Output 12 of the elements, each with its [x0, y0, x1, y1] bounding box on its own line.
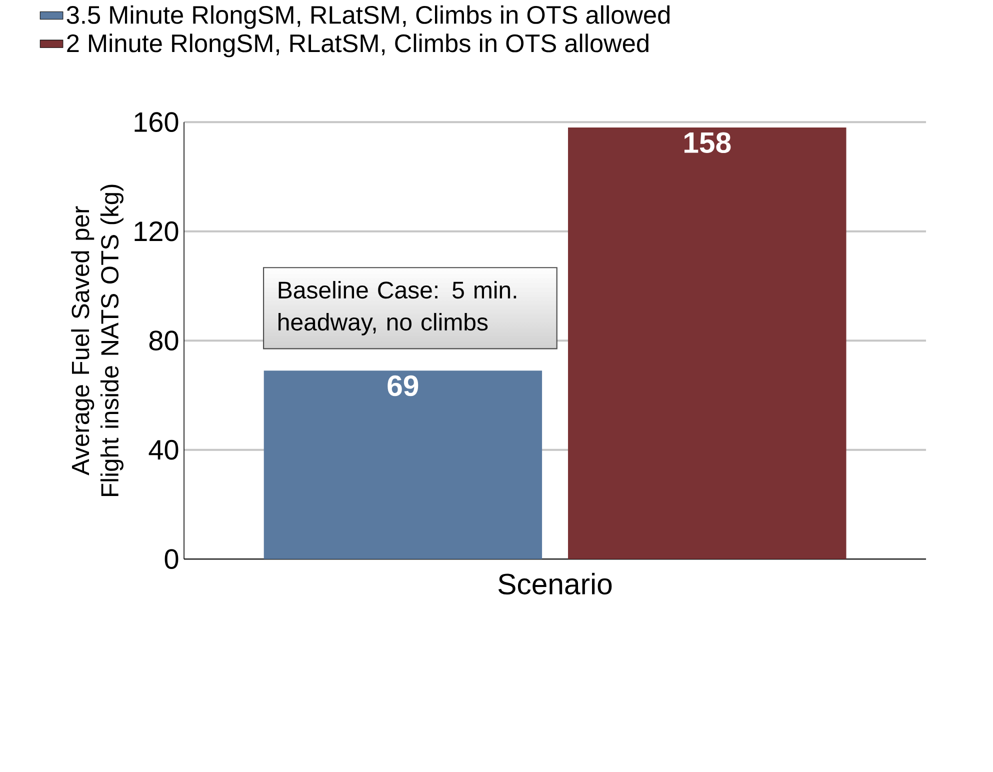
y-tick-label: 40 — [148, 440, 178, 460]
legend-label: 2 Minute RlongSM, RLatSM, Climbs in OTS allowed — [67, 34, 648, 58]
y-tick-label: 160 — [134, 112, 178, 132]
y-tick-label: 0 — [164, 549, 178, 569]
x-axis-title: Scenario — [498, 572, 612, 594]
y-axis-title: Average Fuel Saved per Flight inside NATS OTS (kg) — [71, 184, 124, 496]
y-tick-label: 80 — [149, 330, 178, 350]
data-label: 158 — [684, 132, 731, 153]
annotation: Baseline Case: 5 min. headway, no climbs — [278, 280, 516, 336]
legend-label: 3.5 Minute RlongSM, RLatSM, Climbs in OTS allowed — [66, 5, 670, 29]
y-tick-label: 120 — [134, 221, 178, 242]
data-label: 69 — [388, 375, 418, 396]
